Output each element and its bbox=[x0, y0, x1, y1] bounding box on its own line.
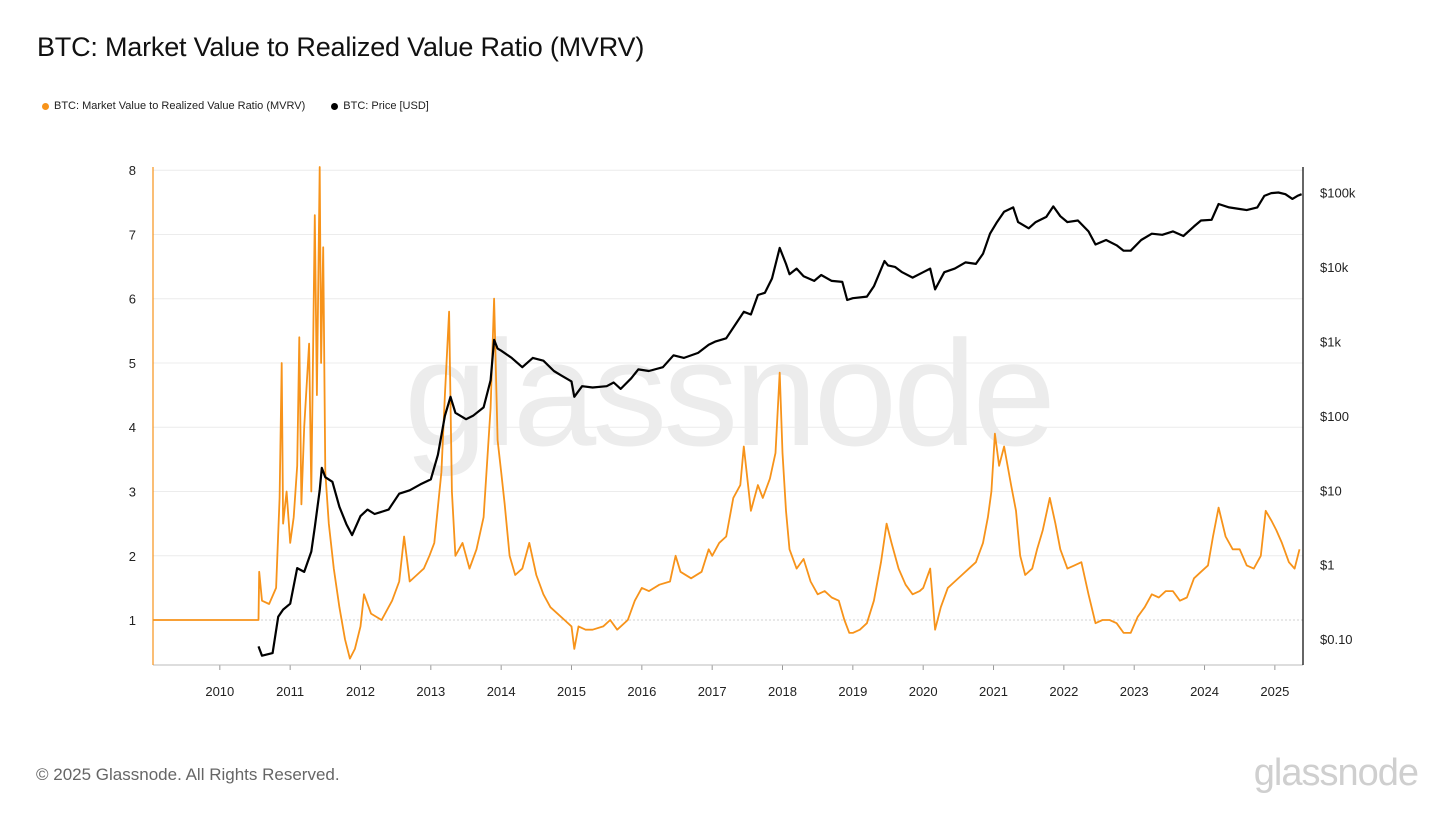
grid-lines bbox=[153, 169, 1303, 621]
y-right-tick-3: $100 bbox=[1320, 409, 1349, 424]
legend-dot-mvrv bbox=[42, 102, 49, 110]
legend-dot-price bbox=[331, 102, 339, 110]
tick-labels: 1 2 3 4 5 6 7 8 $0.10 $1 $10 $100 $1k $10k $100k 2010 20… bbox=[129, 163, 1356, 699]
x-tick-2019: 2019 bbox=[838, 684, 867, 699]
watermark-text: glassnode bbox=[404, 309, 1052, 477]
axes bbox=[152, 167, 1304, 670]
x-tick-2018: 2018 bbox=[768, 684, 797, 699]
y-left-tick-4: 4 bbox=[129, 420, 136, 435]
x-tick-2011: 2011 bbox=[276, 684, 304, 699]
y-left-tick-6: 6 bbox=[129, 292, 136, 307]
y-right-tick-6: $100k bbox=[1320, 185, 1356, 200]
brand-logo[interactable]: glassnode bbox=[1253, 752, 1419, 794]
y-left-tick-8: 8 bbox=[129, 163, 136, 178]
y-left-tick-1: 1 bbox=[129, 613, 136, 628]
copyright-text: © 2025 Glassnode. All Rights Reserved. bbox=[36, 765, 340, 784]
series-line-mvrv[interactable] bbox=[153, 166, 1301, 660]
legend-label-price: BTC: Price [USD] bbox=[343, 100, 429, 112]
x-tick-2023: 2023 bbox=[1120, 684, 1149, 699]
x-tick-2014: 2014 bbox=[487, 684, 516, 699]
y-right-tick-2: $10 bbox=[1320, 483, 1342, 498]
x-tick-2012: 2012 bbox=[346, 684, 375, 699]
y-left-tick-2: 2 bbox=[129, 549, 136, 564]
chart-legend: BTC: Market Value to Realized Value Rati… bbox=[42, 100, 429, 112]
x-tick-2016: 2016 bbox=[627, 684, 656, 699]
x-tick-2024: 2024 bbox=[1190, 684, 1219, 699]
x-tick-2022: 2022 bbox=[1049, 684, 1078, 699]
x-tick-2025: 2025 bbox=[1260, 684, 1289, 699]
x-tick-2021: 2021 bbox=[979, 684, 1008, 699]
y-right-tick-4: $1k bbox=[1320, 334, 1341, 349]
series-layer bbox=[153, 166, 1303, 660]
x-tick-2010: 2010 bbox=[205, 684, 234, 699]
y-left-tick-3: 3 bbox=[129, 485, 136, 500]
series-line-price[interactable] bbox=[257, 191, 1303, 657]
y-right-tick-0: $0.10 bbox=[1320, 632, 1353, 647]
y-right-tick-1: $1 bbox=[1320, 558, 1334, 573]
x-tick-2017: 2017 bbox=[698, 684, 727, 699]
y-right-tick-5: $10k bbox=[1320, 260, 1349, 275]
y-left-tick-7: 7 bbox=[129, 227, 136, 242]
legend-item-price[interactable]: BTC: Price [USD] bbox=[331, 100, 429, 112]
legend-label-mvrv: BTC: Market Value to Realized Value Rati… bbox=[54, 100, 306, 112]
x-tick-2015: 2015 bbox=[557, 684, 586, 699]
x-tick-2020: 2020 bbox=[909, 684, 938, 699]
page-title: BTC: Market Value to Realized Value Rati… bbox=[37, 32, 645, 62]
y-left-tick-5: 5 bbox=[129, 356, 136, 371]
x-tick-2013: 2013 bbox=[416, 684, 445, 699]
legend-item-mvrv[interactable]: BTC: Market Value to Realized Value Rati… bbox=[42, 100, 305, 112]
